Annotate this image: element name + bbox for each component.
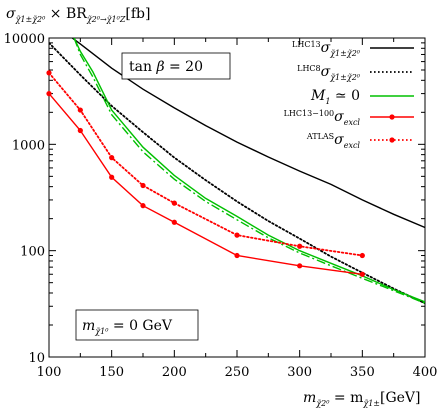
tanbeta-annotation: tan β = 20: [121, 52, 231, 80]
series-4-point: [46, 90, 52, 97]
y-tick-label: 10000: [4, 32, 45, 47]
x-tick-label: 250: [225, 365, 250, 380]
series-line-1: [49, 42, 425, 305]
x-tick-label: 400: [413, 365, 438, 380]
x-tick-label: 300: [287, 365, 312, 380]
series-4-point: [359, 271, 365, 277]
legend-label: ATLASσexcl: [306, 132, 361, 150]
y-tick-label: 10: [28, 351, 45, 366]
legend-marker: [389, 137, 395, 143]
x-axis-label: mχ̃2⁰ = mχ̃1±[GeV]: [303, 390, 421, 408]
series-line-0: [71, 38, 425, 229]
mass-annotation: mχ̃1⁰ = 0 GeV: [75, 309, 199, 341]
series-5-point: [109, 155, 115, 161]
legend-entry-2: M1 ≃ 0: [310, 88, 414, 106]
svg-text:mχ̃1⁰ = 0 GeV: mχ̃1⁰ = 0 GeV: [82, 318, 173, 336]
x-tick-label: 150: [99, 365, 124, 380]
x-tick-labels: 100 150 200 250 300 350 400: [37, 365, 438, 380]
y-axis-label: σχ̃1±χ̃2⁰ × BRχ̃2⁰→χ̃1⁰Z[fb]: [6, 6, 150, 24]
legend-entry-4: ATLASσexcl: [306, 132, 414, 150]
series-5-point: [297, 243, 303, 249]
series-4-point: [140, 203, 146, 209]
svg-text:tan β = 20: tan β = 20: [129, 59, 203, 75]
y-tick-label: 100: [20, 245, 45, 260]
x-tick-label: 200: [162, 365, 187, 380]
series-5-point: [234, 232, 240, 238]
legend-label: LHC8σχ̃1±χ̃2⁰: [297, 64, 361, 82]
y-tick-labels: 10 100 1000 10000: [4, 32, 45, 366]
series-4-point: [171, 219, 177, 225]
legend-marker: [389, 114, 395, 120]
series-4-point: [77, 127, 83, 134]
series-line-5: [49, 72, 364, 257]
legend-label: M1 ≃ 0: [310, 88, 360, 106]
axis-ticks: [48, 38, 426, 358]
legend-label: LHC13−100σexcl: [284, 109, 361, 127]
series-5-point: [46, 70, 52, 76]
series-5-point: [77, 107, 83, 113]
series-5-point: [171, 200, 177, 206]
series-4-point: [109, 174, 115, 180]
legend-label: LHC13σχ̃1±χ̃2⁰: [292, 40, 361, 58]
series-4-point: [234, 252, 240, 259]
series-5-point: [359, 252, 365, 259]
y-tick-label: 1000: [12, 138, 45, 153]
legend: LHC13σχ̃1±χ̃2⁰ LHC8σχ̃1±χ̃2⁰ M1 ≃ 0 LHC13−1…: [284, 40, 414, 150]
series-4-point: [297, 263, 303, 269]
x-tick-label: 350: [350, 365, 375, 380]
series-line-4: [49, 93, 363, 275]
x-tick-label: 100: [37, 365, 62, 380]
legend-entry-1: LHC8σχ̃1±χ̃2⁰: [297, 64, 414, 82]
series-5-point: [140, 182, 146, 189]
series-layer: [46, 38, 425, 305]
legend-entry-3: LHC13−100σexcl: [284, 109, 414, 127]
plot-frame: [48, 37, 426, 358]
legend-entry-0: LHC13σχ̃1±χ̃2⁰: [292, 40, 414, 58]
